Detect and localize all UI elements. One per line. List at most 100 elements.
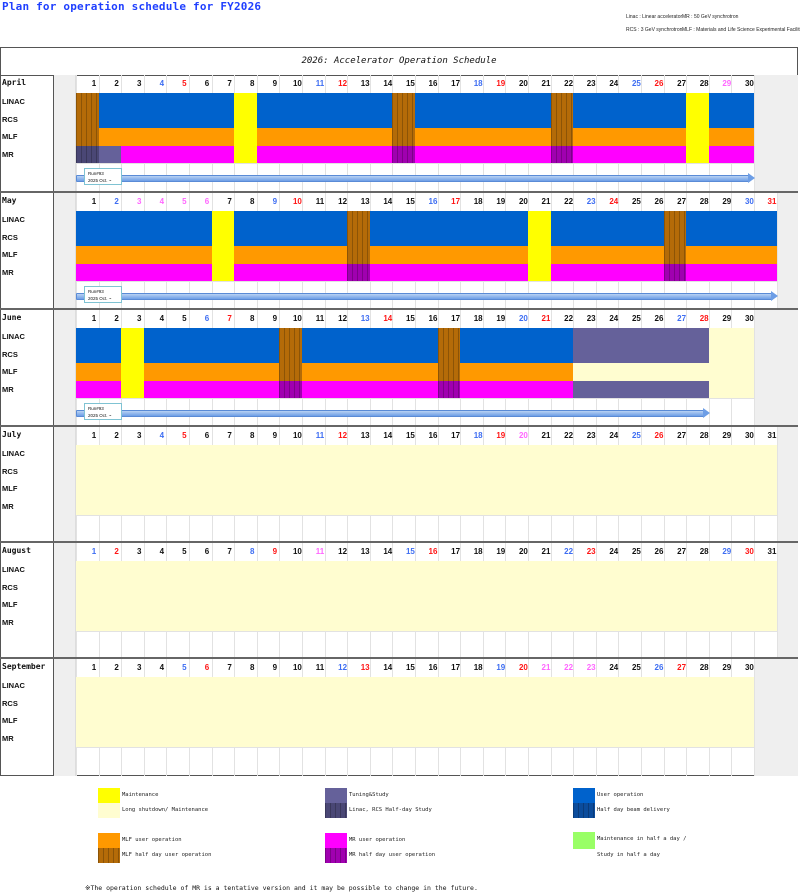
day-number: 9 [272,547,278,556]
schedule-segment-mr-user [121,145,235,164]
resource-label-linac: LINAC [2,332,25,341]
day-number: 7 [227,547,232,556]
month-block-april: April LINAC RCS MLF MR 1 2 3 4 5 6 7 8 9 10 11 12 13 14 15 1… [0,75,798,193]
resource-label-mr: MR [2,501,14,511]
day-number: 17 [451,314,461,323]
day-grid: 1 2 3 4 5 6 7 8 9 10 11 12 13 14 15 16 17 18 19 20 21 22 23 24 2… [76,75,755,191]
left-gutter [54,427,76,541]
day-number: 23 [586,197,596,206]
schedule-title: 2026: Accelerator Operation Schedule [0,48,798,76]
day-number: 1 [91,197,97,206]
month-block-september: September LINAC RCS MLF MR 1 2 3 4 5 6 7 8 9 10 11 12 13 1… [0,659,798,776]
run-start: 2025 Oct. ~ [88,413,112,419]
grid-line [776,543,778,657]
label-column: September LINAC RCS MLF MR [0,659,54,776]
day-number: 28 [699,663,709,672]
day-number: 8 [249,431,255,440]
schedule-segment-mr-user [415,145,551,164]
month-block-may: May LINAC RCS MLF MR 1 2 3 4 5 6 7 8 9 10 11 12 13 14 15 16 1… [0,193,798,310]
day-number: 31 [767,431,777,440]
day-number: 15 [405,314,415,323]
day-number: 14 [383,314,393,323]
grid-line [76,631,777,633]
day-number: 5 [182,79,187,88]
day-number: 21 [541,79,551,88]
day-number: 22 [564,79,574,88]
schedule-segment-mr-half [279,380,302,399]
day-number: 15 [405,79,415,88]
day-number: 10 [292,663,302,672]
day-number: 2 [114,663,119,672]
month-block-june: June LINAC RCS MLF MR 1 2 3 4 5 6 7 8 9 10 11 12 13 14 15 16… [0,310,798,427]
day-number: 2 [114,197,119,206]
resource-label-rcs: RCS [2,466,18,476]
day-number: 3 [136,431,142,440]
day-number: 31 [767,197,777,206]
schedule-segment-mr-user [234,263,348,282]
abbreviation-note: MR : 50 GeV synchrotron [682,14,739,20]
schedule-segment-mlf-user [76,363,122,381]
legend-label: Tuning&Study [349,792,389,798]
month-name: August [2,546,31,555]
day-number: 20 [518,663,528,672]
grid-line [754,310,755,425]
day-grid: 1 2 3 4 5 6 7 8 9 10 11 12 13 14 15 16 17 18 19 20 21 22 23 24 2… [76,310,755,425]
legend-swatch-user-op [573,788,595,803]
day-number: 1 [91,431,97,440]
run-period-arrow [76,410,705,418]
resource-label-mlf: MLF [2,484,18,494]
day-number: 9 [272,197,278,206]
schedule-segment-user-op [460,328,574,364]
day-number: 17 [451,663,461,672]
schedule-segment-mlf-user [143,363,280,381]
schedule-segment-mr-user [369,263,528,282]
day-number: 23 [586,663,596,672]
resource-label-mlf: MLF [2,132,18,142]
run-label-box: Run#93 2025 Oct. ~ [84,403,122,421]
day-number: 25 [631,197,641,206]
day-number: 8 [249,197,255,206]
schedule-segment-mr-user [76,380,122,399]
legend-swatch-mlf-half [98,848,120,863]
day-grid: 1 2 3 4 5 6 7 8 9 10 11 12 13 14 15 16 17 18 19 20 21 22 23 24 2… [76,659,755,776]
legend-label: Linac, RCS Half-day Study [349,807,432,813]
day-number: 16 [428,547,438,556]
day-number: 5 [182,314,187,323]
day-number: 7 [227,663,232,672]
day-number: 6 [204,431,210,440]
day-number: 6 [204,547,210,556]
day-number: 3 [136,547,142,556]
day-number: 22 [564,197,574,206]
day-number: 18 [473,663,483,672]
arrow-head-icon [748,173,755,184]
day-number: 27 [677,663,687,672]
day-number: 29 [722,547,732,556]
schedule-segment-mlf-user [550,246,664,264]
day-number: 29 [722,314,732,323]
left-gutter [54,543,76,657]
day-number: 19 [496,197,506,206]
right-gutter [776,193,798,308]
schedule-segment-mlf-user [415,128,551,146]
right-gutter [776,427,798,541]
schedule-segment-user-op [686,211,777,247]
schedule-segment-tuning [98,145,122,164]
schedule-segment-user-op [302,328,438,364]
run-period-arrow [76,175,750,183]
day-number: 27 [677,79,687,88]
day-number: 1 [91,547,97,556]
day-number: 11 [315,79,325,88]
legend-label: User operation [597,792,644,798]
day-number: 20 [518,314,528,323]
day-number: 13 [360,663,370,672]
resource-label-linac: LINAC [2,97,25,106]
day-number: 17 [451,197,461,206]
resource-label-linac: LINAC [2,215,25,224]
run-start: 2025 Oct. ~ [88,178,112,184]
schedule-segment-mlf-user [98,128,235,146]
day-number: 11 [315,197,325,206]
day-number: 14 [383,79,393,88]
day-number: 25 [631,431,641,440]
arrow-head-icon [702,408,710,419]
day-number: 21 [541,314,551,323]
